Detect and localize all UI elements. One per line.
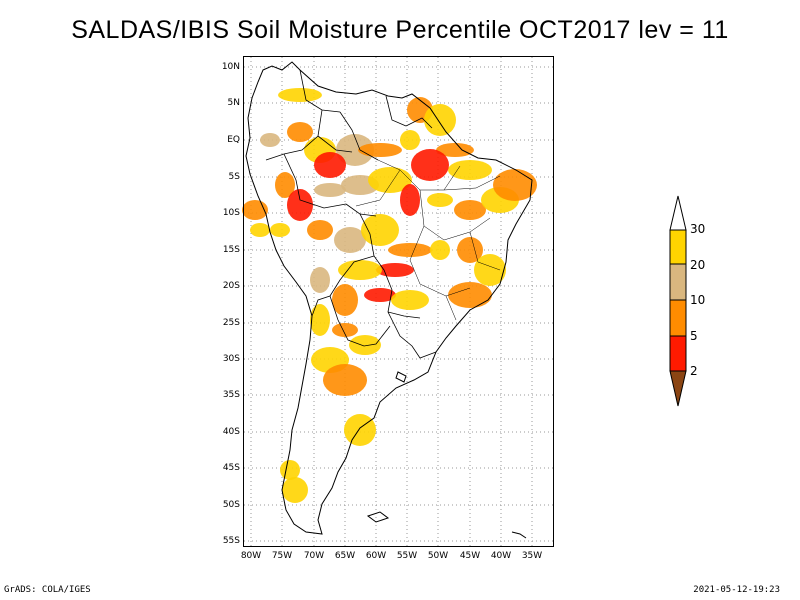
lat-tick: 35S <box>222 390 240 400</box>
lat-tick: 25S <box>222 318 240 328</box>
moisture-patch <box>364 288 396 302</box>
moisture-patch <box>250 223 270 237</box>
moisture-patch <box>388 243 432 257</box>
lat-tick: EQ <box>227 135 240 145</box>
moisture-patch <box>282 477 308 503</box>
legend-label: 5 <box>690 329 698 343</box>
moisture-field <box>242 88 537 503</box>
moisture-patch <box>336 134 374 166</box>
lat-tick: 20S <box>222 281 240 291</box>
moisture-patch <box>334 227 366 253</box>
lon-tick: 75W <box>271 551 293 561</box>
lat-tick: 30S <box>222 354 240 364</box>
moisture-patch <box>323 364 367 396</box>
moisture-patch <box>310 267 330 293</box>
moisture-patch <box>474 254 506 286</box>
moisture-patch <box>260 133 280 147</box>
lon-tick: 60W <box>365 551 387 561</box>
moisture-patch <box>338 260 382 280</box>
moisture-patch <box>427 193 453 207</box>
moisture-patch <box>358 143 402 157</box>
lat-tick: 10N <box>221 62 240 72</box>
lon-tick: 35W <box>521 551 543 561</box>
moisture-patch <box>400 130 420 150</box>
moisture-patch <box>270 223 290 237</box>
lat-tick: 55S <box>222 536 240 546</box>
moisture-patch <box>424 104 456 136</box>
moisture-patch <box>287 122 313 142</box>
moisture-patch <box>493 169 537 201</box>
moisture-patch <box>400 184 420 216</box>
lat-tick: 40S <box>222 427 240 437</box>
lon-tick: 50W <box>427 551 449 561</box>
country-borders <box>265 69 437 359</box>
moisture-patch <box>314 183 346 197</box>
chart-title: SALDAS/IBIS Soil Moisture Percentile OCT… <box>71 16 729 44</box>
moisture-patch <box>430 240 450 260</box>
lon-tick: 55W <box>396 551 418 561</box>
moisture-patch <box>454 200 486 220</box>
moisture-patch <box>287 189 313 221</box>
lon-tick: 40W <box>490 551 512 561</box>
footer-timestamp: 2021-05-12-19:23 <box>693 585 780 595</box>
moisture-patch <box>411 149 449 181</box>
legend-label: 10 <box>690 293 706 307</box>
lon-tick: 45W <box>459 551 481 561</box>
moisture-patch <box>448 160 492 180</box>
moisture-patch <box>391 290 429 310</box>
legend-label: 20 <box>690 258 706 272</box>
moisture-patch <box>314 152 346 178</box>
moisture-patch <box>278 88 322 102</box>
lon-tick: 80W <box>240 551 262 561</box>
islands <box>366 371 527 539</box>
moisture-patch <box>448 282 492 308</box>
map-frame <box>243 56 554 547</box>
moisture-patch <box>368 167 412 193</box>
moisture-patch <box>332 323 358 337</box>
legend-label: 30 <box>690 222 706 236</box>
moisture-patch <box>310 304 330 336</box>
continent-outline <box>245 61 533 535</box>
lat-tick: 50S <box>222 500 240 510</box>
footer-credit: GrADS: COLA/IGES <box>4 585 91 595</box>
lat-tick: 45S <box>222 463 240 473</box>
lat-tick: 10S <box>222 208 240 218</box>
moisture-patch <box>307 220 333 240</box>
moisture-patch <box>332 284 358 316</box>
moisture-patch <box>349 335 381 355</box>
lat-tick: 5S <box>228 172 240 182</box>
lon-tick: 70W <box>303 551 325 561</box>
lon-tick: 65W <box>334 551 356 561</box>
lat-tick: 15S <box>222 245 240 255</box>
moisture-patch <box>275 172 295 198</box>
brazil-state-lines <box>355 159 501 321</box>
lat-tick: 5N <box>227 98 240 108</box>
moisture-patch <box>436 143 474 157</box>
legend-label: 2 <box>690 364 698 378</box>
